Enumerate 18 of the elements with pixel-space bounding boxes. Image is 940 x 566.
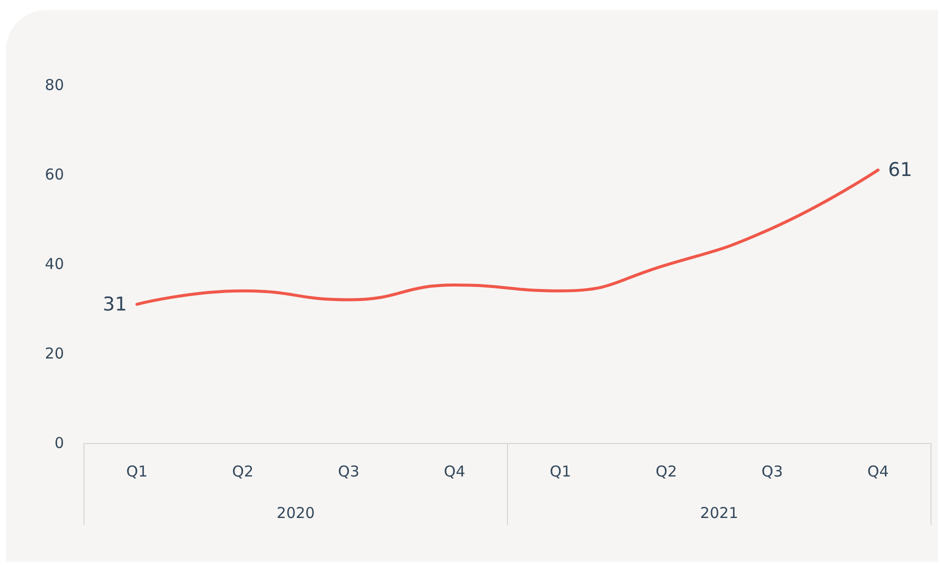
y-tick-label: 60 [44, 166, 64, 184]
y-tick-label: 20 [44, 344, 64, 362]
x-tick-label: Q4 [867, 462, 889, 480]
line-series [135, 168, 880, 306]
data-label: 31 [102, 293, 127, 316]
x-tick-label: Q3 [338, 462, 360, 480]
x-tick-label: Q4 [444, 462, 466, 480]
y-tick-label: 0 [54, 434, 64, 452]
x-tick-label: Q3 [762, 462, 783, 480]
text: 2021 [700, 504, 738, 522]
y-tick-label: 80 [44, 76, 64, 94]
x-tick-label: Q1 [126, 462, 148, 480]
x-tick-label: Q2 [232, 462, 254, 480]
y-tick-label: 40 [44, 255, 64, 273]
data-label: 61 [888, 159, 912, 182]
text: 2020 [276, 504, 315, 522]
x-tick-label: Q2 [656, 462, 677, 480]
x-tick-label: Q1 [550, 462, 572, 480]
